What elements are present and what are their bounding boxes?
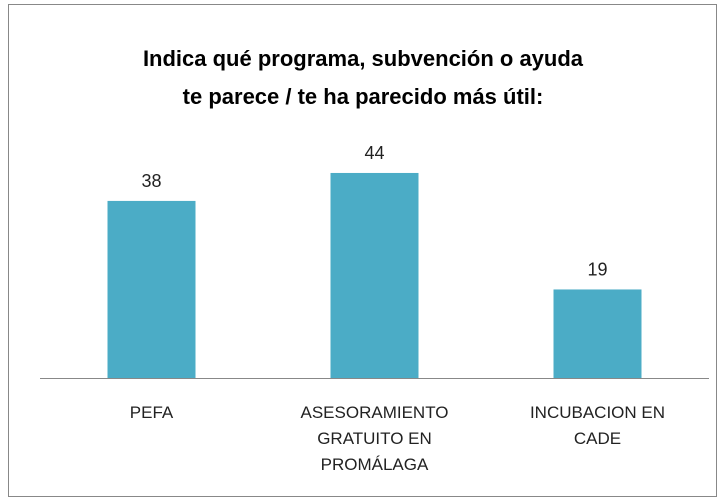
chart-title: Indica qué programa, subvención o ayuda [143,46,584,71]
bar [553,289,642,378]
value-label: 19 [587,259,607,279]
bar [107,200,196,378]
x-tick-label: INCUBACION EN CADE [529,403,666,448]
bar [330,172,419,378]
x-tick-label: ASESORAMIENTO GRATUITO EN PROMÁLAGA [300,403,449,474]
value-label: 44 [364,143,384,163]
chart-title: te parece / te ha parecido más útil: [183,84,544,109]
value-label: 38 [141,171,161,191]
x-tick-label: PEFA [129,403,174,422]
